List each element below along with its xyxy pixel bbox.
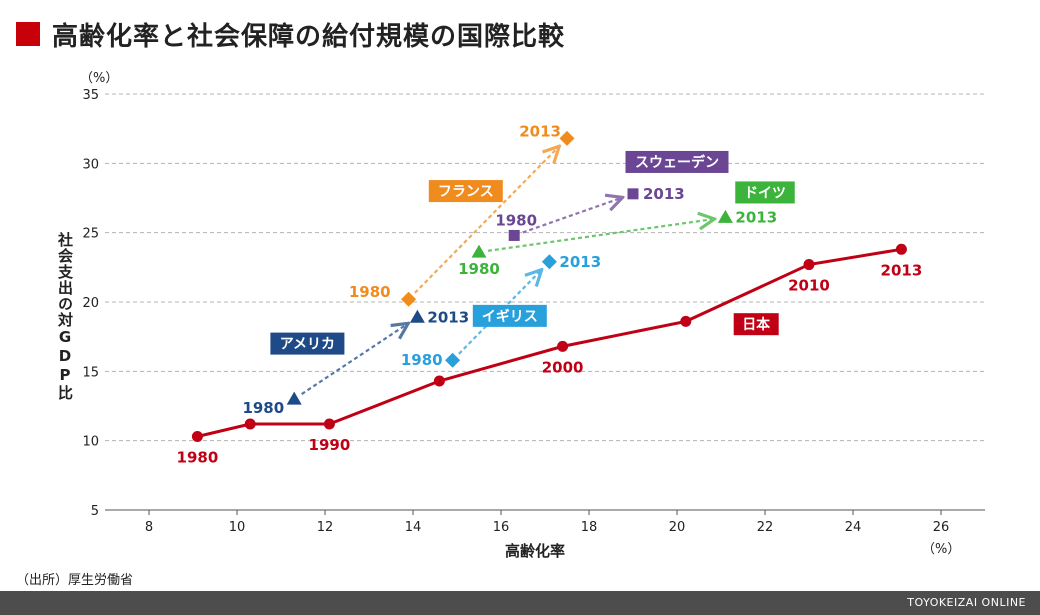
title-marker [16,22,40,46]
series-legend-label-box [428,180,503,203]
japan-year-label: 1980 [177,449,219,467]
series-legend-label-box [472,304,547,327]
x-tick-label: 16 [493,520,510,535]
japan-year-label: 2000 [542,358,584,376]
series-year-label-start: 1980 [349,283,391,301]
japan-year-label: 2010 [788,277,830,295]
series-year-label-end: 2013 [519,122,561,140]
footer-brand: TOYOKEIZAI ONLINE [907,596,1026,609]
japan-point [895,243,907,255]
series-year-label-start: 1980 [458,260,500,278]
series-year-label-end: 2013 [735,208,777,226]
series-year-label-start: 1980 [401,351,443,369]
y-tick-label: 30 [82,157,99,172]
series-legend-label-box [735,181,795,204]
x-axis-unit: （%） [922,542,961,557]
japan-point [803,259,815,271]
japan-point [557,340,569,352]
x-tick-label: 10 [229,520,246,535]
series-legend-label: スウェーデン [635,154,719,171]
japan-point [323,418,335,430]
japan-point [433,375,445,387]
series-point-start [286,391,302,405]
series-point-end [717,209,733,223]
series-point-end [409,309,425,323]
series-legend-label-box [625,150,729,173]
series-point-end [559,130,575,146]
x-tick-label: 24 [845,520,862,535]
japan-point [680,315,692,327]
series-point-start [471,244,487,258]
chart-area: 5 10 15 20 25 30 35 8 10 12 14 16 18 20 22 24 26 1980 1990… [82,88,985,535]
series-point-end [541,254,557,270]
y-tick-label: 35 [82,88,99,103]
y-axis-unit: （%） [80,71,119,86]
x-tick-label: 8 [145,520,153,535]
series-arrow-line [301,323,409,396]
y-tick-label: 10 [82,435,99,450]
japan-year-label: 1990 [309,436,351,454]
series-point-start [508,229,520,241]
series-arrow-line [414,146,559,294]
series-point-end [627,188,639,200]
series-point-start [401,291,417,307]
japan-year-label: 2013 [881,261,923,279]
x-tick-label: 22 [757,520,774,535]
y-tick-label: 15 [82,365,99,380]
series-year-label-start: 1980 [242,399,284,417]
y-tick-label: 5 [91,504,99,519]
x-tick-label: 18 [581,520,598,535]
series-legend-label: アメリカ [280,337,335,353]
series-legend-label: フランス [438,184,494,200]
x-axis-label: 高齢化率 [504,542,565,560]
chart-title: 高齢化率と社会保障の給付規模の国際比較 [52,21,566,52]
series-arrow-line [487,219,715,252]
series-legend-label: ドイツ [744,185,786,201]
x-tick-label: 20 [669,520,686,535]
footer-bar: TOYOKEIZAI ONLINE [0,591,1040,615]
y-tick-label: 20 [82,296,99,311]
series-year-label-end: 2013 [559,253,601,271]
series-legend-label: イギリス [482,308,538,325]
japan-legend-label: 日本 [742,316,771,333]
x-tick-label: 14 [405,520,422,535]
y-tick-label: 25 [82,227,99,242]
x-tick-label: 12 [317,520,334,535]
japan-point [244,418,256,430]
title-bar: 高齢化率と社会保障の給付規模の国際比較 [16,16,565,52]
source-note: （出所）厚生労働省 [16,573,134,588]
japan-point [191,431,203,443]
series-year-label-end: 2013 [643,185,685,203]
y-axis-label: 社会支出の対GDP比 [56,232,74,401]
series-year-label-start: 1980 [495,211,537,229]
japan-series-line [197,247,902,438]
series-arrow-line [522,197,623,234]
series-year-label-end: 2013 [427,308,469,326]
series-point-start [445,352,461,368]
series-legend-label-box [270,332,345,355]
japan-legend-label-box [733,313,779,336]
x-tick-label: 26 [933,520,950,535]
